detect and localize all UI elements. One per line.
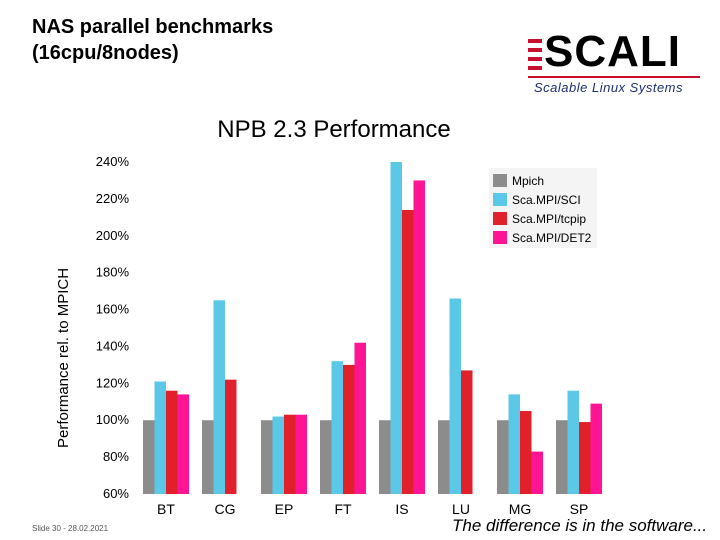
bar-bt-1 <box>154 381 166 494</box>
logo-tagline: Scalable Linux Systems <box>534 80 684 95</box>
bar-cg-1 <box>213 300 225 494</box>
bar-sp-0 <box>556 420 568 494</box>
bar-bt-3 <box>177 394 189 494</box>
y-tick-label: 120% <box>96 375 130 390</box>
y-tick-label: 220% <box>96 191 130 206</box>
bar-is-1 <box>390 162 402 494</box>
slide-title-line2: (16cpu/8nodes) <box>32 42 179 64</box>
x-axis-ticks: BT CG EP FT IS LU MG SP <box>157 501 588 517</box>
slide-title-line1: NAS parallel benchmarks <box>32 16 274 38</box>
bar-bt-2 <box>166 390 178 494</box>
y-tick-label: 140% <box>96 338 130 353</box>
bar-ep-0 <box>261 420 273 494</box>
x-tick-label: MG <box>509 501 532 517</box>
bar-sp-2 <box>579 422 591 494</box>
x-tick-label: CG <box>215 501 236 517</box>
bar-ft-2 <box>343 364 355 494</box>
bar-lu-2 <box>461 370 473 494</box>
legend-label: Sca.MPI/DET2 <box>512 231 592 245</box>
y-tick-label: 100% <box>96 412 130 427</box>
slide-title: NAS parallel benchmarks (16cpu/8nodes) <box>32 14 452 66</box>
bar-cg-0 <box>202 420 214 494</box>
bar-sp-3 <box>590 403 602 494</box>
bar-ft-1 <box>331 361 343 494</box>
y-axis-ticks: 60% 80% 100% 120% 140% 160% 180% 200% 220% 240% <box>96 154 130 501</box>
x-tick-label: FT <box>334 501 352 517</box>
y-tick-label: 60% <box>103 486 129 501</box>
bar-is-3 <box>413 180 425 494</box>
bar-lu-0 <box>438 420 450 494</box>
x-tick-label: IS <box>395 501 408 517</box>
bar-bt-0 <box>143 420 155 494</box>
legend-swatch <box>493 174 507 187</box>
bar-mg-0 <box>497 420 509 494</box>
bar-is-0 <box>379 420 391 494</box>
logo-word: SCALI <box>544 27 681 76</box>
legend-label: Sca.MPI/tcpip <box>512 212 586 226</box>
x-tick-label: SP <box>570 501 589 517</box>
bar-ep-2 <box>284 414 296 494</box>
legend-label: Mpich <box>512 174 544 188</box>
bar-lu-1 <box>449 298 461 494</box>
bars-layer <box>143 162 602 494</box>
bar-ep-3 <box>295 414 307 494</box>
y-tick-label: 80% <box>103 449 129 464</box>
bar-is-2 <box>402 209 414 494</box>
chart-title: NPB 2.3 Performance <box>217 116 450 143</box>
y-tick-label: 160% <box>96 302 130 317</box>
y-tick-label: 240% <box>96 154 130 169</box>
y-axis-label: Performance rel. to MPICH <box>55 268 72 448</box>
chart-legend: Mpich Sca.MPI/SCI Sca.MPI/tcpip Sca.MPI/DET… <box>489 168 597 248</box>
legend-swatch <box>493 231 507 244</box>
legend-swatch <box>493 193 507 206</box>
slide-footer-tagline: The difference is in the software... <box>452 516 708 535</box>
logo-bars-icon <box>528 39 542 71</box>
bar-cg-2 <box>225 379 237 494</box>
x-tick-label: BT <box>157 501 175 517</box>
bar-ft-3 <box>354 342 366 494</box>
slide-footer-date: Slide 30 - 28.02.2021 <box>32 524 109 533</box>
bar-sp-1 <box>567 390 579 494</box>
logo-underline <box>528 76 700 78</box>
y-tick-label: 200% <box>96 228 130 243</box>
scali-logo: SCALI Scalable Linux Systems <box>528 30 708 96</box>
bar-ep-1 <box>272 416 284 494</box>
bar-mg-1 <box>508 394 520 494</box>
bar-mg-2 <box>520 411 532 494</box>
legend-swatch <box>493 212 507 225</box>
legend-label: Sca.MPI/SCI <box>512 193 581 207</box>
bar-ft-0 <box>320 420 332 494</box>
x-tick-label: EP <box>275 501 294 517</box>
bar-mg-3 <box>531 451 543 494</box>
x-tick-label: LU <box>452 501 470 517</box>
y-tick-label: 180% <box>96 265 130 280</box>
